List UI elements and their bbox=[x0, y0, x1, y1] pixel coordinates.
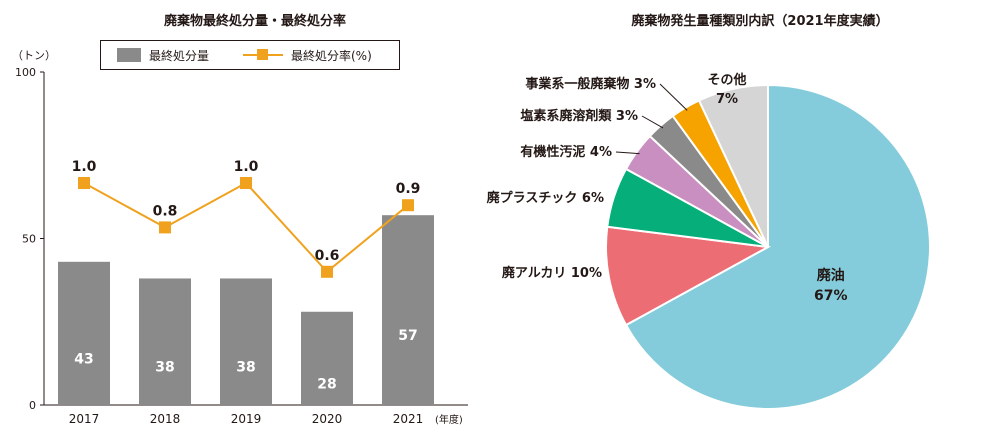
pie-slice-label: 廃油 bbox=[817, 267, 845, 284]
bar-value-label: 43 bbox=[74, 351, 93, 367]
bar bbox=[139, 278, 191, 405]
x-tick-label: 2021 bbox=[393, 412, 424, 426]
rate-value-label: 0.9 bbox=[396, 181, 421, 197]
bar-chart-legend: 最終処分量 最終処分率(%) bbox=[100, 40, 400, 70]
x-tick-label: 2019 bbox=[231, 412, 262, 426]
pie-slice-label: その他 bbox=[707, 72, 746, 88]
bar-value-label: 57 bbox=[398, 328, 417, 344]
bar-chart-title: 廃棄物最終処分量・最終処分率 bbox=[163, 14, 346, 29]
pie-slice bbox=[697, 83, 769, 248]
y-axis-unit-label: （トン） bbox=[12, 49, 56, 62]
rate-marker bbox=[78, 177, 90, 189]
rate-value-label: 1.0 bbox=[234, 159, 259, 175]
pie-chart-title: 廃棄物発生量種類別内訳（2021年度実績） bbox=[631, 14, 889, 29]
x-tick-label: 2017 bbox=[69, 412, 100, 426]
bar-value-label: 38 bbox=[155, 360, 174, 376]
rate-value-label: 1.0 bbox=[72, 159, 97, 175]
bar-value-label: 28 bbox=[317, 376, 336, 392]
legend-line-marker bbox=[257, 49, 268, 60]
bar bbox=[220, 278, 272, 405]
pie-leader-line bbox=[659, 83, 688, 111]
pie-leader-line bbox=[615, 151, 640, 155]
x-tick-label: 2020 bbox=[312, 412, 343, 426]
rate-marker bbox=[321, 265, 333, 278]
x-tick-label: 2018 bbox=[150, 412, 181, 426]
pie-slice-label: 廃アルカリ 10% bbox=[501, 265, 602, 281]
rate-value-label: 0.8 bbox=[153, 203, 178, 219]
pie-leader-line bbox=[641, 115, 664, 129]
bar bbox=[301, 311, 353, 405]
rate-marker bbox=[159, 221, 171, 234]
pie-slice-percent: 67% bbox=[814, 288, 848, 304]
bar bbox=[382, 215, 434, 405]
pie-slice bbox=[624, 83, 931, 410]
rate-value-label: 0.6 bbox=[315, 248, 340, 264]
legend-line-label: 最終処分率(%) bbox=[291, 49, 372, 63]
rate-marker bbox=[402, 199, 414, 212]
y-tick-label: 100 bbox=[15, 66, 36, 79]
bar bbox=[58, 261, 110, 405]
bar-value-label: 38 bbox=[236, 360, 255, 376]
x-axis-unit-label: (年度) bbox=[435, 413, 463, 426]
pie-slice-label: 塩素系廃溶剤類 3% bbox=[520, 108, 638, 124]
y-tick-label: 50 bbox=[22, 233, 36, 246]
pie-slice-label: 事業系一般廃棄物 3% bbox=[525, 76, 656, 92]
pie-slice-label: 廃プラスチック 6% bbox=[486, 190, 604, 206]
legend-bar-swatch bbox=[117, 48, 141, 62]
pie-slice-percent: 7% bbox=[716, 92, 738, 107]
legend-bar-label: 最終処分量 bbox=[149, 49, 210, 63]
y-tick-label: 0 bbox=[29, 399, 36, 412]
pie-slice bbox=[605, 225, 772, 327]
rate-marker bbox=[240, 177, 252, 189]
pie-slice-label: 有機性汚泥 4% bbox=[520, 144, 612, 160]
